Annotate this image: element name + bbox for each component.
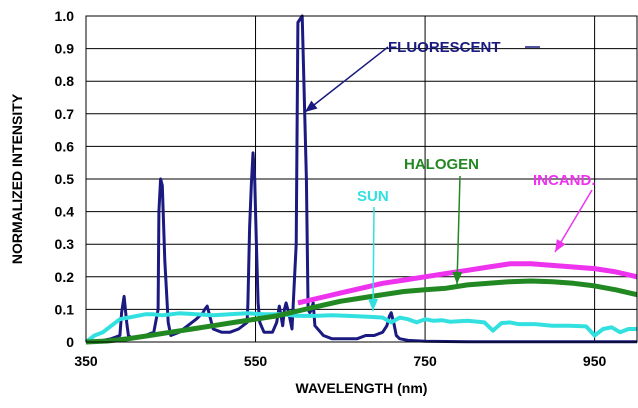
annotation-arrow-sun	[372, 206, 375, 312]
x-tick-label: 550	[244, 353, 268, 369]
annotation-arrowhead-sun	[368, 298, 379, 311]
y-tick-label: 0	[66, 334, 74, 350]
annotation-label-sun: SUN	[357, 188, 389, 205]
annotation-label-halogen: HALOGEN	[404, 156, 479, 173]
x-axis-label: WAVELENGTH (nm)	[296, 380, 428, 396]
y-tick-label: 0.5	[55, 171, 75, 187]
annotation-arrowhead-fluorescent	[305, 100, 318, 112]
x-tick-label: 350	[74, 353, 98, 369]
series-line-incand	[297, 261, 638, 306]
y-tick-label: 0.2	[55, 269, 75, 285]
series-line-fluorescent	[85, 14, 637, 344]
annotation-arrowhead-halogen	[452, 271, 463, 284]
annotation-label-incand: INCAND.	[533, 172, 596, 189]
annotation-arrow-incand	[554, 189, 593, 253]
y-tick-label: 0.3	[55, 236, 75, 252]
annotation-label-fluorescent: FLUORESCENT	[388, 39, 501, 56]
x-axis-ticks: 350 550 750 950	[74, 353, 606, 369]
y-tick-label: 0.8	[55, 73, 75, 89]
x-tick-label: 750	[413, 353, 437, 369]
y-tick-label: 0.9	[55, 41, 75, 57]
plot-frame	[85, 15, 638, 343]
annotation-arrow-halogen	[456, 175, 461, 285]
y-axis-label: NORMALIZED INTENSITY	[9, 93, 25, 264]
chart-series-group	[84, 14, 638, 345]
y-tick-label: 1.0	[55, 8, 75, 24]
y-tick-label: 0.6	[55, 138, 75, 154]
y-tick-label: 0.4	[55, 204, 75, 220]
x-tick-label: 950	[583, 353, 607, 369]
series-line-sun	[84, 311, 637, 344]
series-annotations: FLUORESCENT HALOGEN INCAND. SUN	[304, 39, 596, 312]
annotation-arrowhead-incand	[555, 239, 566, 252]
series-line-halogen	[85, 278, 638, 345]
y-axis-ticks: 0 0.1 0.2 0.3 0.4 0.5 0.6 0.7 0.8 0.9 1.0	[55, 8, 75, 350]
y-tick-label: 0.1	[55, 301, 75, 317]
y-tick-label: 0.7	[55, 106, 75, 122]
annotation-arrow-fluorescent	[304, 46, 389, 113]
